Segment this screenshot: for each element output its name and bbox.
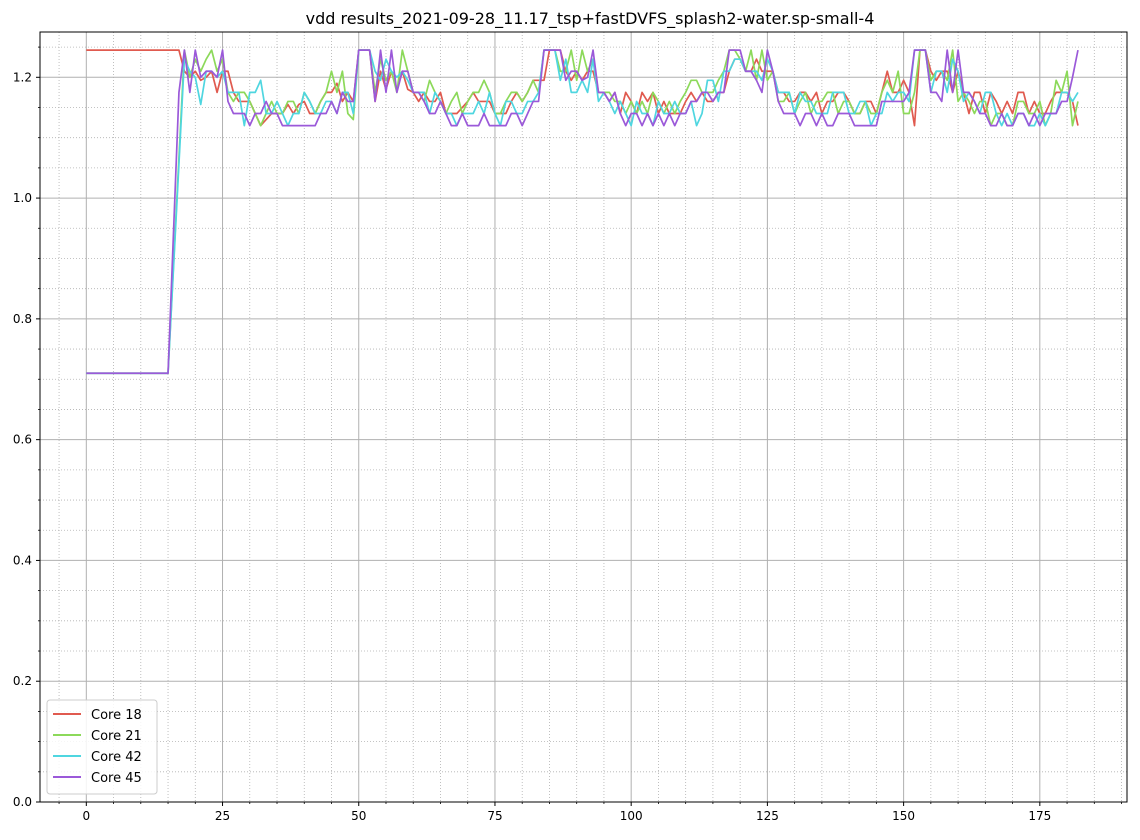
legend-label: Core 42 xyxy=(91,750,142,765)
x-tick-label: 25 xyxy=(215,809,230,823)
minor-grid xyxy=(40,32,1127,802)
y-tick-label: 1.2 xyxy=(13,70,32,84)
x-tick-label: 0 xyxy=(82,809,90,823)
series-layer xyxy=(86,49,1079,375)
legend-label: Core 21 xyxy=(91,729,142,744)
legend: Core 18 Core 21 Core 42 Core 45 xyxy=(46,699,158,795)
legend-label: Core 45 xyxy=(91,771,142,786)
x-tick-label: 100 xyxy=(620,809,643,823)
x-tick-label: 75 xyxy=(487,809,502,823)
y-tick-label: 0.0 xyxy=(13,795,32,809)
y-tick-label: 1.0 xyxy=(13,191,32,205)
plot-border xyxy=(39,31,1128,803)
plot-area xyxy=(40,32,1127,802)
x-axis: 0 25 50 75 100 125 150 175 xyxy=(58,802,1122,823)
legend-label: Core 18 xyxy=(91,708,142,723)
series-line-core-45 xyxy=(86,49,1079,375)
y-axis: 0.0 0.2 0.4 0.6 0.8 1.0 1.2 xyxy=(13,46,40,809)
y-tick-label: 0.6 xyxy=(13,433,32,447)
y-tick-label: 0.4 xyxy=(13,553,32,567)
x-tick-label: 150 xyxy=(892,809,915,823)
major-grid xyxy=(40,32,1127,803)
y-tick-label: 0.2 xyxy=(13,674,32,688)
x-tick-label: 50 xyxy=(351,809,366,823)
y-tick-label: 0.8 xyxy=(13,312,32,326)
chart-title: vdd results_2021-09-28_11.17_tsp+fastDVF… xyxy=(306,9,875,29)
series-line-core-18 xyxy=(86,49,1079,127)
legend-box xyxy=(46,699,158,795)
x-tick-label: 175 xyxy=(1028,809,1051,823)
x-tick-label: 125 xyxy=(756,809,779,823)
